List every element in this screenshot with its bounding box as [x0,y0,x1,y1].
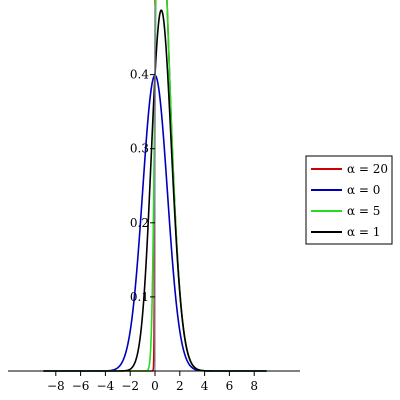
x-tick-label: 6 [226,379,234,393]
x-tick-label: 2 [176,379,184,393]
x-tick-label: −2 [121,379,139,393]
x-tick-label: 8 [250,379,258,393]
y-tick-label: 0.2 [130,216,149,230]
x-tick-label: 4 [201,379,209,393]
y-tick-label: 0.4 [130,68,149,82]
y-tick-label: 0.3 [130,142,149,156]
x-tick-label: −6 [72,379,90,393]
legend-label: α = 0 [347,183,380,197]
y-ticks: 0.1 0.2 0.3 0.4 [130,68,155,304]
x-ticks: −8 −6 −4 −2 0 2 4 6 8 [47,371,258,393]
legend-label: α = 5 [347,204,380,218]
x-tick-label: −4 [97,379,115,393]
legend-label: α = 20 [347,162,388,176]
x-tick-label: −8 [47,379,65,393]
legend-label: α = 1 [347,225,380,239]
legend-box [305,155,393,245]
x-tick-label: 0 [151,379,159,393]
legend: α = 20 α = 0 α = 5 α = 1 [305,155,393,245]
y-tick-label: 0.1 [130,290,149,304]
